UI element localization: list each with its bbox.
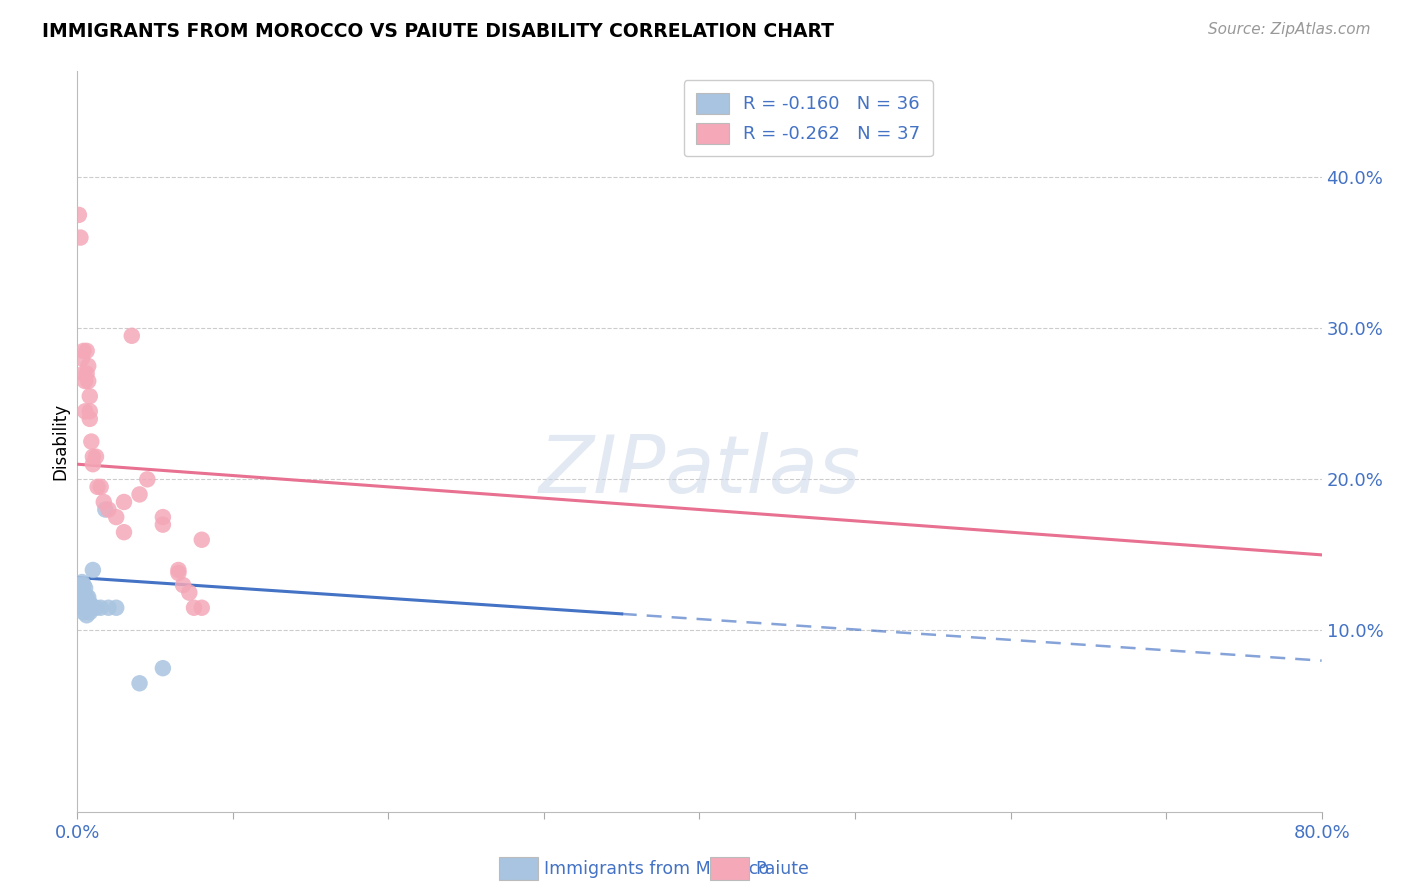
Point: [77, 600, 100, 615]
Point: [105, 600, 128, 615]
Point: [79, 404, 101, 418]
Point: [90, 600, 112, 615]
Point: [167, 566, 190, 580]
Point: [72, 593, 94, 607]
Point: [75, 600, 97, 615]
Point: [77, 359, 100, 373]
Point: [82, 450, 104, 464]
Point: [70, 600, 93, 615]
Point: [191, 533, 214, 547]
Point: [183, 600, 205, 615]
Point: [77, 374, 100, 388]
Point: [79, 605, 101, 619]
Point: [93, 495, 115, 509]
Point: [75, 581, 97, 595]
Legend: R = -0.160   N = 36, R = -0.262   N = 37: R = -0.160 N = 36, R = -0.262 N = 37: [683, 80, 934, 156]
Point: [152, 510, 174, 524]
Point: [86, 480, 108, 494]
Point: [72, 605, 94, 619]
Point: [172, 578, 194, 592]
Point: [82, 563, 104, 577]
Point: [76, 600, 98, 615]
Point: [77, 590, 100, 604]
Point: [72, 578, 94, 592]
Point: [69, 581, 91, 595]
Point: [70, 575, 93, 590]
Point: [80, 599, 103, 614]
Text: IMMIGRANTS FROM MOROCCO VS PAIUTE DISABILITY CORRELATION CHART: IMMIGRANTS FROM MOROCCO VS PAIUTE DISABI…: [42, 22, 834, 41]
Point: [128, 676, 150, 690]
Point: [79, 389, 101, 403]
Point: [72, 367, 94, 381]
Point: [90, 480, 112, 494]
Point: [70, 584, 93, 599]
Point: [69, 590, 91, 604]
Point: [167, 563, 190, 577]
Point: [76, 596, 98, 610]
Point: [70, 593, 93, 607]
Point: [75, 590, 97, 604]
Point: [76, 590, 98, 604]
Text: Source: ZipAtlas.com: Source: ZipAtlas.com: [1208, 22, 1371, 37]
Point: [72, 600, 94, 615]
Point: [152, 661, 174, 675]
Point: [76, 367, 98, 381]
Point: [136, 472, 159, 486]
Point: [76, 608, 98, 623]
Text: ZIPatlas: ZIPatlas: [538, 432, 860, 510]
Y-axis label: Disability: Disability: [51, 403, 69, 480]
Point: [179, 585, 201, 599]
Point: [112, 525, 135, 540]
Text: Immigrants from Morocco: Immigrants from Morocco: [544, 860, 769, 878]
Point: [152, 517, 174, 532]
Point: [72, 585, 94, 599]
Point: [121, 328, 143, 343]
Point: [69, 230, 91, 244]
Point: [69, 596, 91, 610]
Point: [97, 502, 120, 516]
Point: [76, 343, 98, 358]
Point: [77, 596, 100, 610]
Point: [72, 343, 94, 358]
Point: [105, 510, 128, 524]
Point: [67, 578, 90, 592]
Point: [82, 457, 104, 471]
Point: [191, 600, 214, 615]
Point: [97, 600, 120, 615]
Point: [75, 404, 97, 418]
Point: [75, 596, 97, 610]
Point: [79, 412, 101, 426]
Point: [75, 374, 97, 388]
Point: [94, 502, 117, 516]
Text: Paiute: Paiute: [755, 860, 808, 878]
Point: [84, 450, 107, 464]
Point: [70, 351, 93, 366]
Point: [80, 434, 103, 449]
Point: [67, 585, 90, 599]
Point: [67, 208, 90, 222]
Point: [79, 596, 101, 610]
Point: [128, 487, 150, 501]
Point: [84, 600, 107, 615]
Point: [112, 495, 135, 509]
